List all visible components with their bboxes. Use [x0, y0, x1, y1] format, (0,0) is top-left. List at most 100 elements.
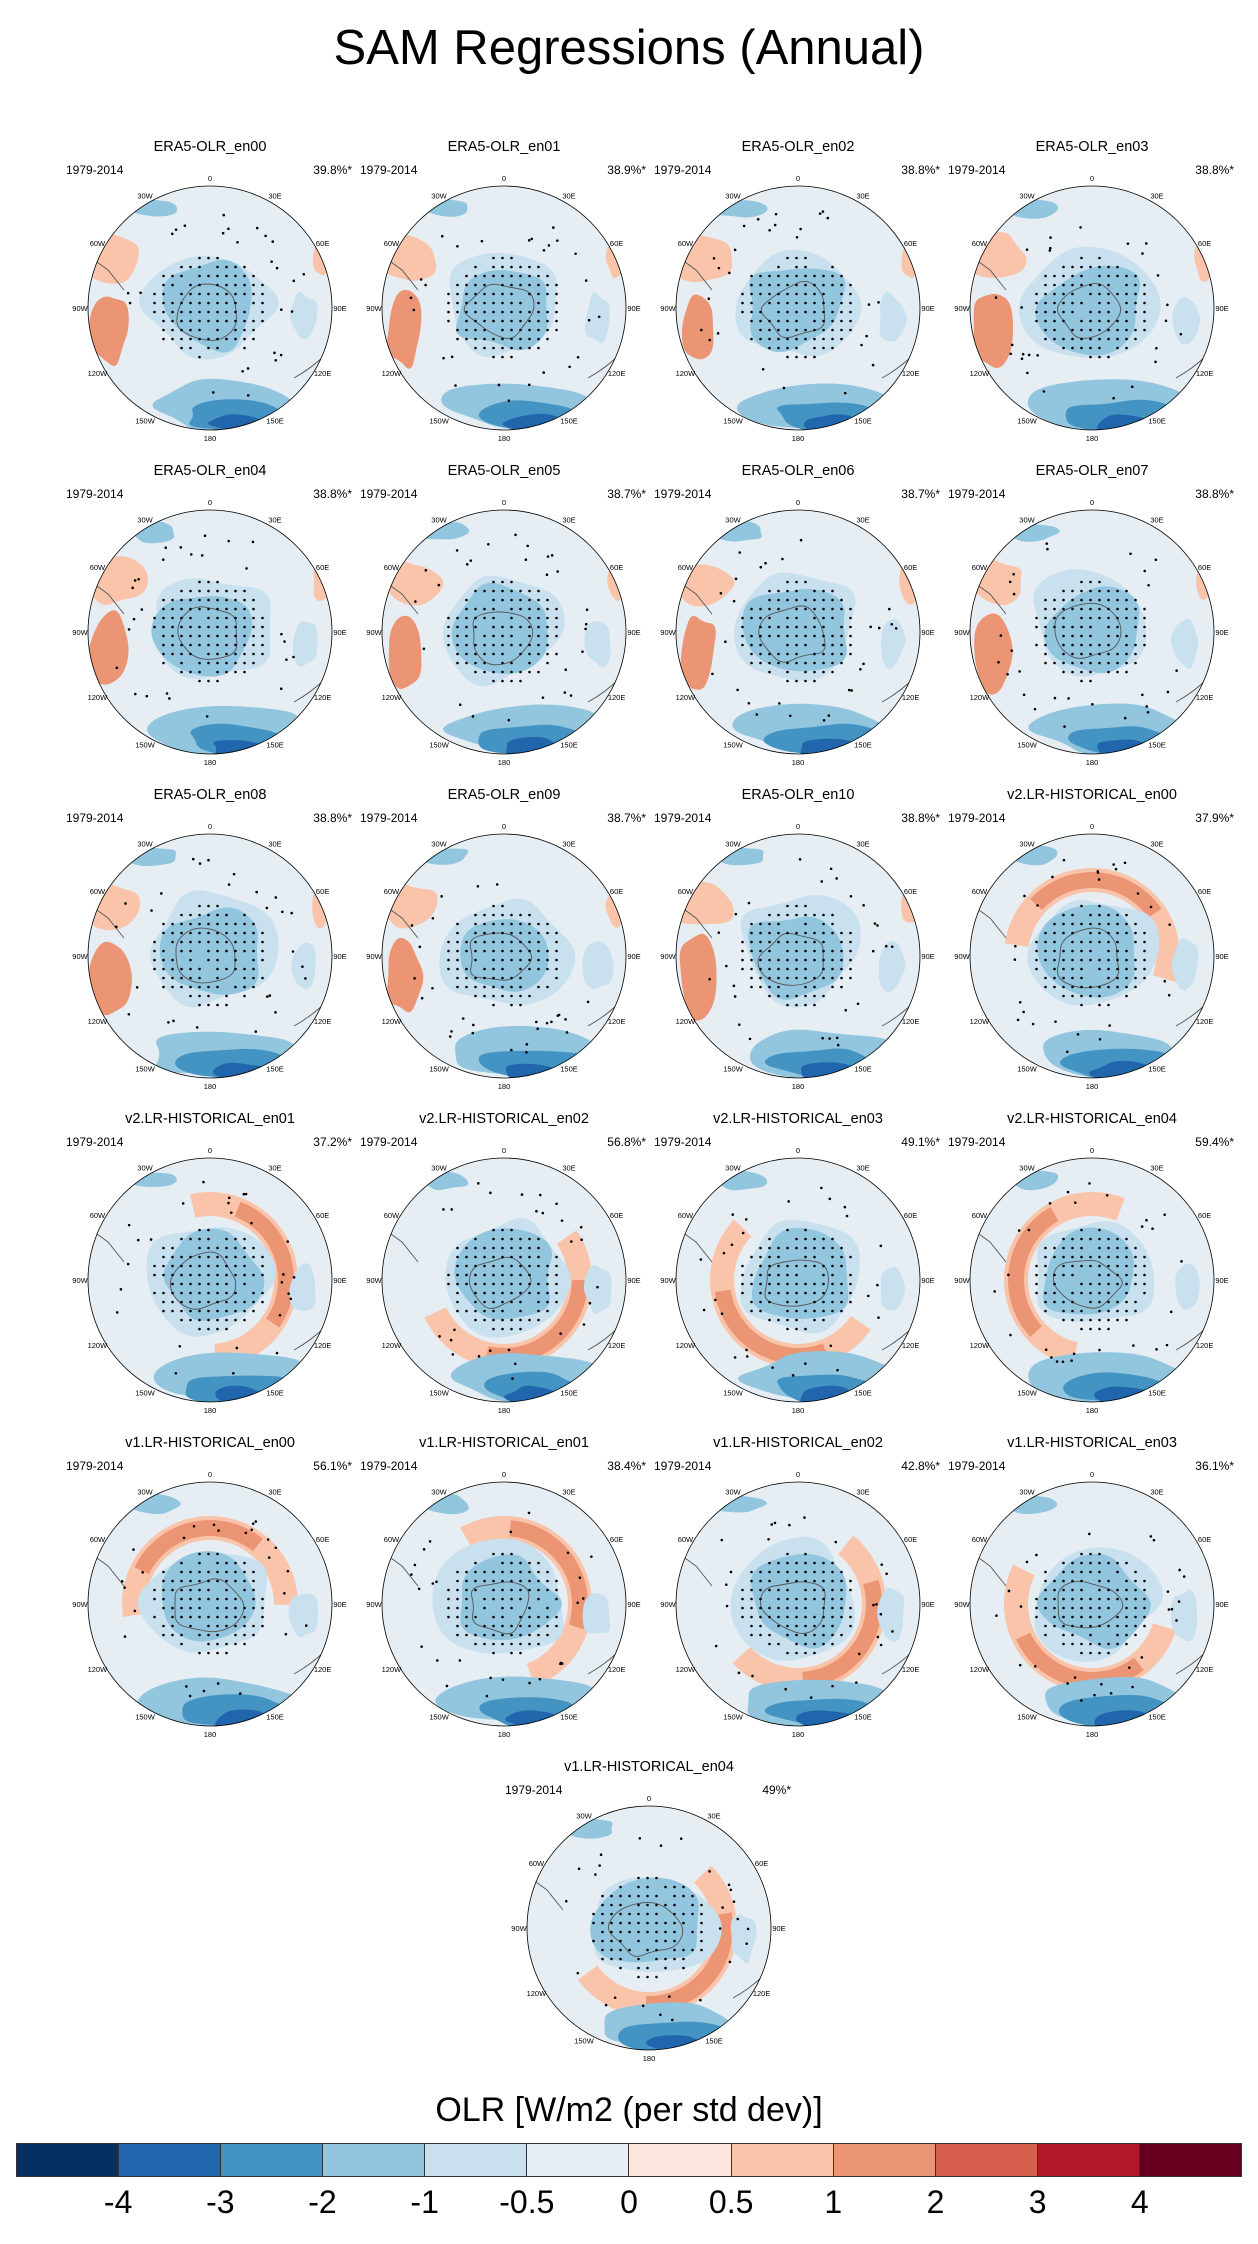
- colorbar-tick-label: -1: [410, 2184, 439, 2220]
- longitude-label: 30W: [1019, 191, 1035, 200]
- longitude-label: 90E: [627, 1276, 640, 1285]
- longitude-label: 90E: [921, 952, 934, 961]
- longitude-label: 30E: [268, 1487, 281, 1496]
- panel-period: 1979-2014: [66, 811, 124, 825]
- longitude-label: 30W: [1019, 1487, 1035, 1496]
- longitude-label: 120W: [676, 369, 697, 378]
- longitude-label: 30E: [268, 191, 281, 200]
- map-panel: ERA5-OLR_en07 1979-2014 38.8%* 0 30E 60E 90E 12…: [946, 462, 1238, 767]
- panel-title: v2.LR-HISTORICAL_en03: [713, 1111, 883, 1127]
- panel-title: v1.LR-HISTORICAL_en03: [1007, 1435, 1177, 1451]
- longitude-label: 0: [502, 498, 506, 507]
- polar-stereographic-map: 0 30E 60E 90E 120E 150E 180 150W 120W 90W 60W 30W: [660, 174, 934, 443]
- longitude-label: 30W: [137, 839, 153, 848]
- longitude-label: 150W: [429, 741, 450, 750]
- longitude-label: 120W: [382, 1665, 403, 1674]
- longitude-label: 150W: [429, 417, 450, 426]
- polar-stereographic-map: 0 30E 60E 90E 120E 150E 180 150W 120W 90W 60W 30W: [511, 1794, 785, 2063]
- map-panel: v2.LR-HISTORICAL_en04 1979-2014 59.4%* 0 30E…: [946, 1110, 1238, 1415]
- map-panel: v2.LR-HISTORICAL_en01 1979-2014 37.2%* 0 30E…: [64, 1110, 356, 1415]
- longitude-label: 0: [502, 1470, 506, 1479]
- longitude-label: 30E: [856, 1487, 869, 1496]
- longitude-label: 0: [1090, 1470, 1094, 1479]
- colorbar-segment: [1037, 2144, 1140, 2176]
- longitude-label: 150E: [266, 1389, 284, 1398]
- panel-variance-explained: 39.8%*: [313, 163, 352, 177]
- colorbar-segment: [323, 2144, 426, 2176]
- longitude-label: 0: [796, 1470, 800, 1479]
- longitude-label: 0: [208, 1146, 212, 1155]
- polar-stereographic-map: 0 30E 60E 90E 120E 150E 180 150W 120W 90W 60W 30W: [954, 822, 1228, 1091]
- map-panel: v1.LR-HISTORICAL_en00 1979-2014 56.1%* 0 30E…: [64, 1434, 356, 1739]
- longitude-label: 60W: [972, 887, 988, 896]
- panel-title: ERA5-OLR_en03: [1035, 139, 1149, 155]
- panel-title: v2.LR-HISTORICAL_en04: [1007, 1111, 1177, 1127]
- longitude-label: 150W: [723, 741, 744, 750]
- longitude-label: 90W: [954, 1276, 970, 1285]
- longitude-label: 120E: [608, 693, 626, 702]
- longitude-label: 90E: [627, 304, 640, 313]
- polar-stereographic-map: 0 30E 60E 90E 120E 150E 180 150W 120W 90W 60W 30W: [660, 498, 934, 767]
- longitude-label: 120W: [382, 693, 403, 702]
- polar-stereographic-map: 0 30E 60E 90E 120E 150E 180 150W 120W 90W 60W 30W: [366, 174, 640, 443]
- panel-variance-explained: 38.7%*: [901, 487, 940, 501]
- longitude-label: 150W: [429, 1065, 450, 1074]
- longitude-label: 60E: [904, 563, 917, 572]
- longitude-label: 180: [792, 1730, 805, 1739]
- colorbar-segment: [527, 2144, 630, 2176]
- panel-title: ERA5-OLR_en02: [741, 139, 855, 155]
- map-panel: ERA5-OLR_en10 1979-2014 38.8%* 0 30E 60E 90E 12…: [652, 786, 944, 1091]
- longitude-label: 30E: [268, 515, 281, 524]
- panel-variance-explained: 38.8%*: [1195, 163, 1234, 177]
- longitude-label: 0: [208, 1470, 212, 1479]
- longitude-label: 120W: [970, 693, 991, 702]
- panel-variance-explained: 42.8%*: [901, 1459, 940, 1473]
- longitude-label: 30E: [856, 191, 869, 200]
- longitude-label: 90W: [954, 1600, 970, 1609]
- longitude-label: 150W: [723, 1065, 744, 1074]
- longitude-label: 90E: [1215, 952, 1228, 961]
- longitude-label: 30E: [1150, 1163, 1163, 1172]
- panel-variance-explained: 56.8%*: [607, 1135, 646, 1149]
- longitude-label: 90E: [921, 1276, 934, 1285]
- panel-period: 1979-2014: [948, 487, 1006, 501]
- longitude-label: 90W: [72, 1276, 88, 1285]
- polar-stereographic-map: 0 30E 60E 90E 120E 150E 180 150W 120W 90W 60W 30W: [366, 1470, 640, 1739]
- longitude-label: 150E: [854, 1065, 872, 1074]
- map-panel: ERA5-OLR_en06 1979-2014 38.7%* 0 30E 60E 90E 12…: [652, 462, 944, 767]
- longitude-label: 180: [498, 434, 511, 443]
- longitude-label: 60E: [755, 1859, 768, 1868]
- longitude-label: 150W: [723, 417, 744, 426]
- longitude-label: 150W: [574, 2037, 595, 2046]
- map-panel: ERA5-OLR_en05 1979-2014 38.7%* 0 30E 60E 90E 12…: [358, 462, 650, 767]
- longitude-label: 60W: [90, 239, 106, 248]
- longitude-label: 150W: [135, 1389, 156, 1398]
- longitude-label: 30E: [707, 1811, 720, 1820]
- longitude-label: 90W: [72, 952, 88, 961]
- panel-period: 1979-2014: [654, 1459, 712, 1473]
- longitude-label: 60W: [678, 239, 694, 248]
- longitude-label: 0: [1090, 1146, 1094, 1155]
- longitude-label: 150E: [560, 741, 578, 750]
- longitude-label: 150W: [135, 417, 156, 426]
- colorbar-segment: [221, 2144, 324, 2176]
- longitude-label: 30W: [725, 191, 741, 200]
- longitude-label: 180: [204, 434, 217, 443]
- longitude-label: 60W: [90, 887, 106, 896]
- panel-title: ERA5-OLR_en10: [741, 787, 855, 803]
- polar-stereographic-map: 0 30E 60E 90E 120E 150E 180 150W 120W 90W 60W 30W: [72, 1470, 346, 1739]
- panel-period: 1979-2014: [66, 1135, 124, 1149]
- longitude-label: 120W: [88, 693, 109, 702]
- panel-variance-explained: 38.8%*: [313, 811, 352, 825]
- longitude-label: 30E: [1150, 515, 1163, 524]
- longitude-label: 150W: [135, 741, 156, 750]
- longitude-label: 60E: [610, 887, 623, 896]
- colorbar: [16, 2143, 1242, 2177]
- colorbar-tick-label: 0.5: [708, 2184, 754, 2220]
- longitude-label: 120E: [314, 693, 332, 702]
- longitude-label: 150W: [1017, 1065, 1038, 1074]
- longitude-label: 90E: [333, 952, 346, 961]
- polar-stereographic-map: 0 30E 60E 90E 120E 150E 180 150W 120W 90W 60W 30W: [366, 822, 640, 1091]
- longitude-label: 150E: [1148, 1065, 1166, 1074]
- panel-title: ERA5-OLR_en07: [1035, 463, 1149, 479]
